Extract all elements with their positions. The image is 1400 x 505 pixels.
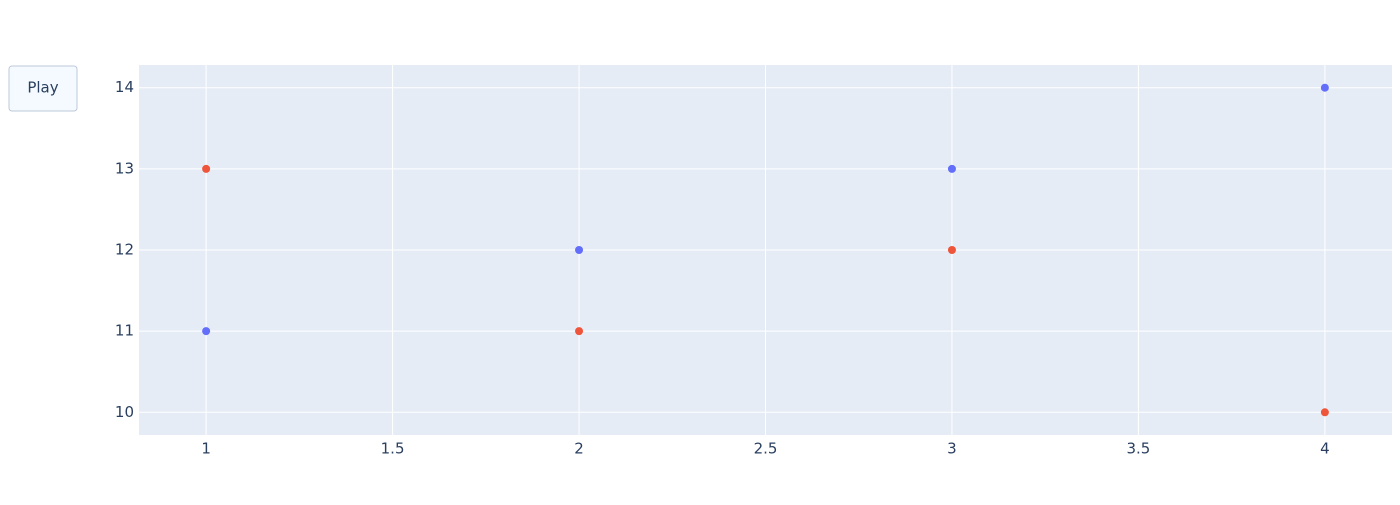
y-tick-label: 10	[115, 403, 134, 421]
x-tick-label: 1	[201, 440, 211, 458]
x-tick-label: 2.5	[754, 440, 778, 458]
y-tick-label: 14	[115, 78, 134, 96]
point	[947, 164, 956, 173]
x-tick-label: 2	[574, 440, 584, 458]
x-tick-label: 4	[1320, 440, 1330, 458]
x-tick-label: 1.5	[381, 440, 405, 458]
play-button[interactable]	[8, 65, 78, 112]
y-tick-label: 11	[115, 322, 134, 340]
y-tick-label: 12	[115, 241, 134, 259]
point	[575, 327, 584, 336]
point	[1320, 408, 1329, 417]
point	[947, 246, 956, 254]
point	[1320, 83, 1329, 92]
point	[202, 164, 211, 173]
x-tick-label: 3.5	[1126, 440, 1150, 458]
x-tick-label: 3	[947, 440, 957, 458]
point	[575, 246, 584, 254]
y-tick-label: 13	[115, 159, 134, 177]
point	[202, 327, 211, 336]
play-button-label[interactable]: Play	[27, 79, 58, 97]
